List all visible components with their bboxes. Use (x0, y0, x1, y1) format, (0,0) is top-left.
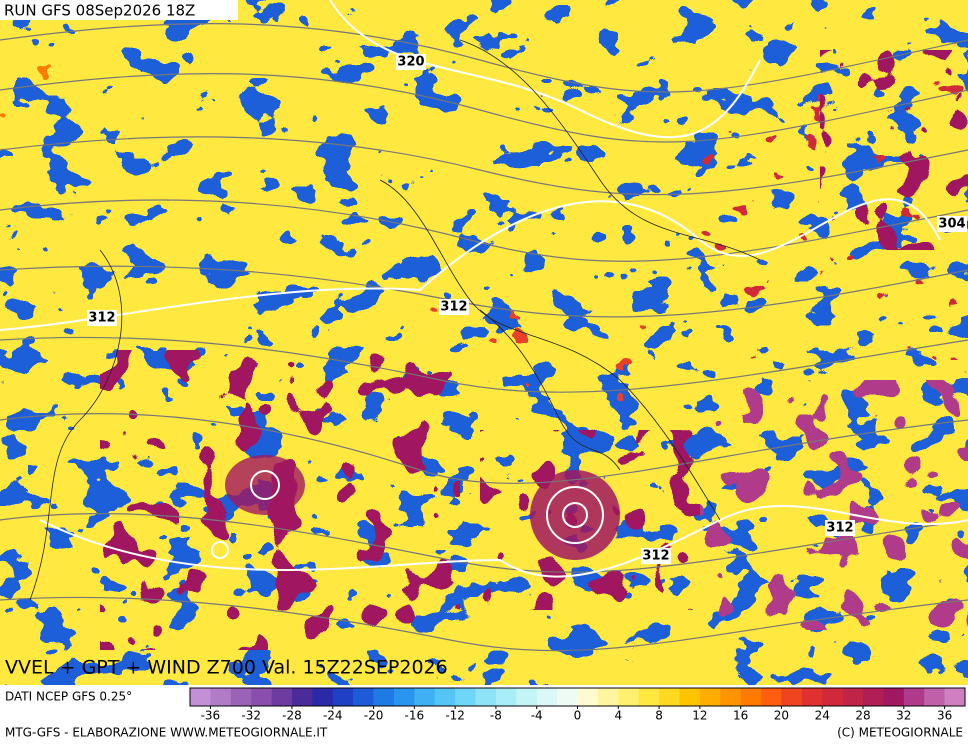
contour-label-bg (937, 216, 967, 232)
colorbar-swatch (883, 688, 905, 706)
cyclone-core (530, 470, 620, 560)
colorbar-tick-label: -16 (405, 709, 425, 723)
contour-label: 312 (642, 549, 669, 564)
colorbar-tick-label: -12 (445, 709, 465, 723)
colorbar-swatch (291, 688, 313, 706)
map-field: 320 312 312 304 312 312 (0, 0, 968, 685)
colorbar-swatch (495, 688, 517, 706)
data-source: DATI NCEP GFS 0.25° (5, 690, 132, 704)
colorbar-swatch (781, 688, 803, 706)
colorbar-swatch (312, 688, 334, 706)
colorbar-tick-label: 12 (692, 709, 707, 723)
colorbar-tick-label: 32 (896, 709, 911, 723)
colorbar-swatch (801, 688, 823, 706)
colorbar-swatch (393, 688, 415, 706)
colorbar-swatch (720, 688, 741, 706)
contour-label: 312 (826, 521, 853, 536)
contour-label-bg (439, 299, 469, 315)
cyclone-core (225, 455, 305, 515)
colorbar-swatch (924, 688, 945, 706)
contour-labels: 320 312 312 304 312 312 (87, 54, 967, 564)
colorbar-swatch (903, 688, 925, 706)
colorbar-swatch (577, 688, 599, 706)
colorbar-tick-label: -24 (323, 709, 343, 723)
contour-label-bg (87, 310, 117, 326)
colorbar-swatch (842, 688, 864, 706)
convective-cells (100, 50, 968, 650)
colorbar-swatch (638, 688, 660, 706)
colorbar-swatch (434, 688, 456, 706)
colorbar-swatch (944, 688, 966, 706)
colorbar-swatch (618, 688, 639, 706)
colorbar-swatch (822, 688, 843, 706)
colorbar-swatch (557, 688, 578, 706)
title-box (0, 0, 238, 20)
colorbar-tick-label: -36 (201, 709, 221, 723)
contour-label-bg (641, 548, 671, 564)
colorbar-tick-label: 24 (815, 709, 830, 723)
colorbar-swatch (516, 688, 538, 706)
coastlines (29, 39, 761, 601)
colorbar-tick-label: 20 (774, 709, 789, 723)
copyright: (C) METEOGIORNALE (837, 726, 963, 740)
colorbar-swatch (659, 688, 680, 706)
colorbar-swatch (863, 688, 884, 706)
colorbar-swatch (536, 688, 558, 706)
colorbar-swatch (761, 688, 782, 706)
colorbar-tick-label: 16 (733, 709, 748, 723)
run-title: RUN GFS 08Sep2026 18Z (4, 2, 195, 20)
colorbar-swatch (455, 688, 476, 706)
colorbar-swatch (190, 688, 211, 706)
colorbar-swatch (332, 688, 354, 706)
colorbar-tick-label: -28 (282, 709, 302, 723)
credit: MTG-GFS - ELABORAZIONE WWW.METEOGIORNALE… (5, 726, 328, 740)
contour-label: 312 (440, 300, 467, 315)
colorbar-swatch (251, 688, 272, 706)
colorbar-swatch (210, 688, 232, 706)
colorbar: -36 -32 -28 -24 -20 -16 -12 -8 -4 0 4 8 12 16 20 24 28 32… (189, 687, 966, 723)
colorbar-swatch (699, 688, 721, 706)
colorbar-tick-label: 8 (655, 709, 663, 723)
colorbar-tick-label: 0 (574, 709, 582, 723)
contour-label-bg (825, 520, 855, 536)
contour-label: 320 (397, 55, 424, 70)
colorbar-swatch (414, 688, 436, 706)
contour-label: 304 (938, 217, 965, 232)
colorbar-tick-label: 28 (855, 709, 870, 723)
colorbar-tick-label: -4 (531, 709, 543, 723)
product-title: VVEL + GPT + WIND Z700 Val. 15Z22SEP2026 (5, 657, 448, 679)
colorbar-swatch (475, 688, 497, 706)
colorbar-tick-label: -8 (490, 709, 502, 723)
colorbar-swatch (597, 688, 619, 706)
colorbar-swatch (353, 688, 374, 706)
colorbar-tick-label: -20 (364, 709, 384, 723)
colorbar-swatch (679, 688, 701, 706)
colorbar-swatch (230, 688, 252, 706)
colorbar-tick-label: 4 (614, 709, 622, 723)
colorbar-swatch (373, 688, 395, 706)
colorbar-tick-label: -32 (241, 709, 261, 723)
streamlines (0, 23, 968, 652)
colorbar-swatch (740, 688, 762, 706)
geopotential-contours (0, 0, 968, 578)
colorbar-tick-label: 36 (937, 709, 952, 723)
contour-label-bg (396, 54, 426, 70)
contour-label: 312 (88, 311, 115, 326)
colorbar-swatch (271, 688, 293, 706)
